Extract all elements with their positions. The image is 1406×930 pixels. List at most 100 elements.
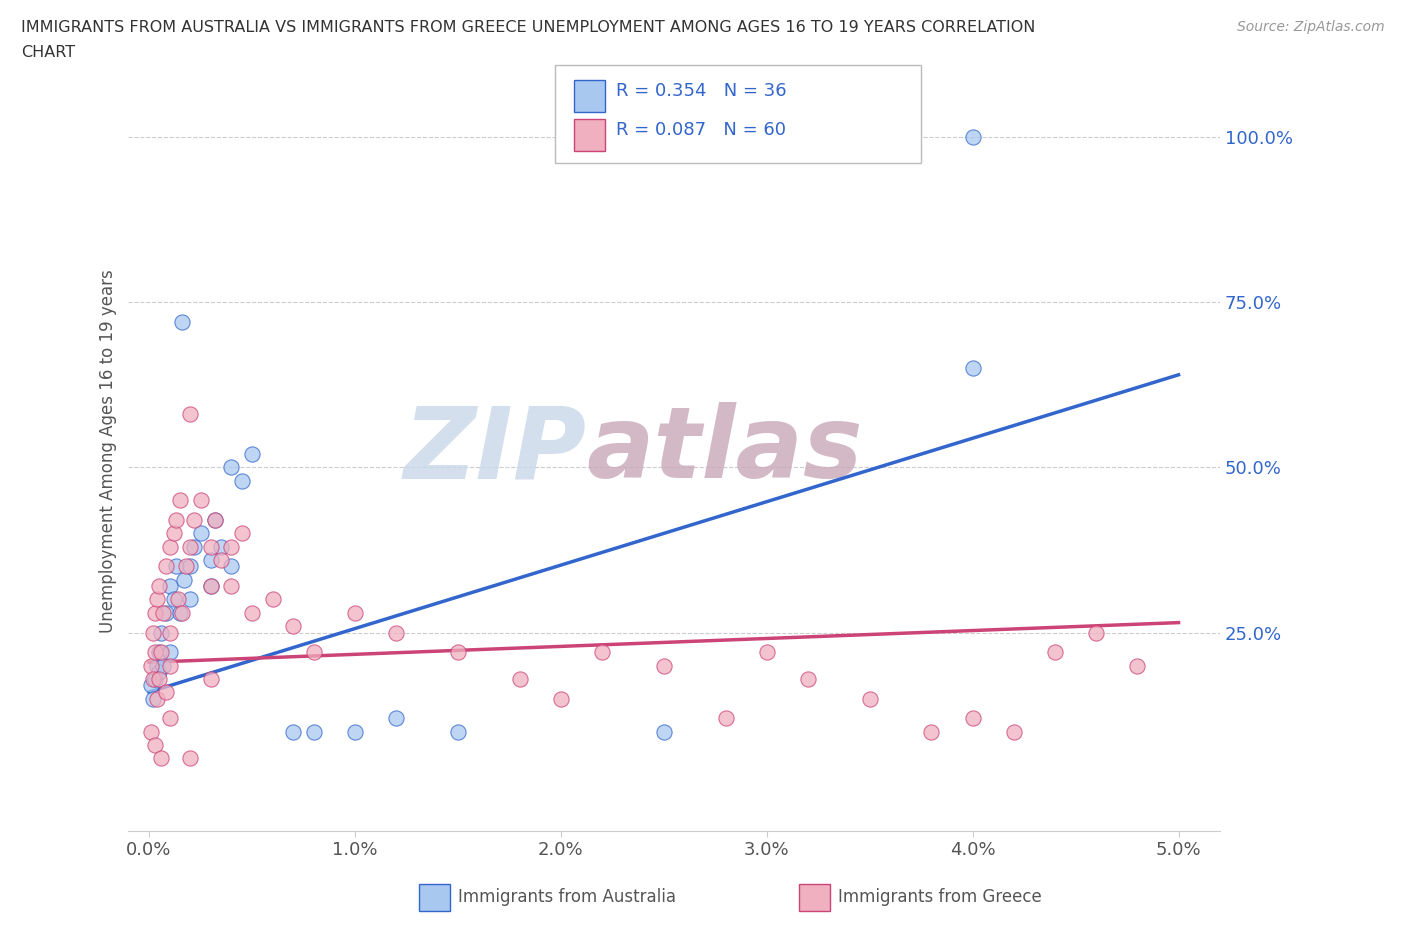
Point: [920, 724, 942, 739]
Point: [142, 625, 165, 640]
Point: [183, 512, 205, 527]
Point: [204, 512, 226, 527]
Point: [190, 526, 212, 541]
Point: [174, 559, 197, 574]
Point: [231, 526, 253, 541]
Point: [159, 578, 181, 593]
Point: [283, 724, 305, 739]
Text: ZIP: ZIP: [404, 403, 586, 499]
Point: [142, 671, 165, 686]
Point: [283, 618, 305, 633]
Point: [447, 724, 470, 739]
Point: [159, 625, 181, 640]
Point: [221, 459, 243, 474]
Text: Source: ZipAtlas.com: Source: ZipAtlas.com: [1237, 20, 1385, 34]
Point: [209, 552, 232, 567]
Point: [179, 592, 201, 607]
Text: IMMIGRANTS FROM AUSTRALIA VS IMMIGRANTS FROM GREECE UNEMPLOYMENT AMONG AGES 16 T: IMMIGRANTS FROM AUSTRALIA VS IMMIGRANTS …: [21, 20, 1035, 35]
Point: [143, 644, 166, 659]
Point: [148, 578, 170, 593]
Point: [231, 473, 253, 488]
Point: [200, 671, 222, 686]
Point: [169, 493, 191, 508]
Point: [146, 691, 169, 706]
Point: [159, 644, 181, 659]
Point: [170, 314, 193, 329]
Point: [240, 605, 263, 620]
Point: [509, 671, 531, 686]
Point: [343, 605, 366, 620]
Point: [302, 724, 325, 739]
Point: [159, 711, 181, 726]
Point: [1002, 724, 1025, 739]
Point: [139, 678, 162, 693]
Point: [1126, 658, 1149, 673]
Point: [159, 539, 181, 554]
Point: [139, 658, 162, 673]
Point: [1043, 644, 1066, 659]
Text: Immigrants from Australia: Immigrants from Australia: [458, 888, 676, 907]
Point: [155, 559, 177, 574]
Point: [797, 671, 820, 686]
Point: [385, 625, 408, 640]
Point: [204, 512, 226, 527]
Point: [146, 658, 169, 673]
Point: [150, 644, 173, 659]
Point: [152, 605, 174, 620]
Point: [155, 684, 177, 699]
Point: [183, 539, 205, 554]
Point: [302, 644, 325, 659]
Point: [146, 592, 169, 607]
Point: [652, 724, 675, 739]
Point: [200, 539, 222, 554]
Point: [200, 578, 222, 593]
Point: [209, 539, 232, 554]
Text: R = 0.087   N = 60: R = 0.087 N = 60: [616, 121, 786, 140]
Point: [148, 665, 170, 680]
Text: Immigrants from Greece: Immigrants from Greece: [838, 888, 1042, 907]
Point: [962, 129, 984, 144]
Point: [148, 671, 170, 686]
Text: R = 0.354   N = 36: R = 0.354 N = 36: [616, 82, 786, 100]
Point: [343, 724, 366, 739]
Point: [150, 751, 173, 765]
Point: [221, 539, 243, 554]
Point: [143, 737, 166, 752]
Point: [167, 592, 190, 607]
Point: [170, 605, 193, 620]
Point: [447, 644, 470, 659]
Point: [1085, 625, 1108, 640]
Point: [173, 572, 195, 587]
Point: [148, 644, 170, 659]
Point: [755, 644, 778, 659]
Point: [150, 625, 173, 640]
Point: [190, 493, 212, 508]
Point: [179, 539, 201, 554]
Y-axis label: Unemployment Among Ages 16 to 19 years: Unemployment Among Ages 16 to 19 years: [100, 269, 117, 632]
Point: [859, 691, 882, 706]
Point: [200, 578, 222, 593]
Point: [179, 559, 201, 574]
Point: [240, 446, 263, 461]
Point: [962, 711, 984, 726]
Point: [159, 658, 181, 673]
Point: [652, 658, 675, 673]
Point: [385, 711, 408, 726]
Point: [550, 691, 572, 706]
Point: [165, 512, 187, 527]
Point: [200, 552, 222, 567]
Point: [163, 526, 186, 541]
Point: [221, 578, 243, 593]
Point: [714, 711, 737, 726]
Point: [591, 644, 613, 659]
Text: CHART: CHART: [21, 45, 75, 60]
Text: atlas: atlas: [586, 403, 863, 499]
Point: [169, 605, 191, 620]
Point: [143, 671, 166, 686]
Point: [165, 559, 187, 574]
Point: [163, 592, 186, 607]
Point: [962, 361, 984, 376]
Point: [262, 592, 284, 607]
Point: [152, 658, 174, 673]
Point: [155, 605, 177, 620]
